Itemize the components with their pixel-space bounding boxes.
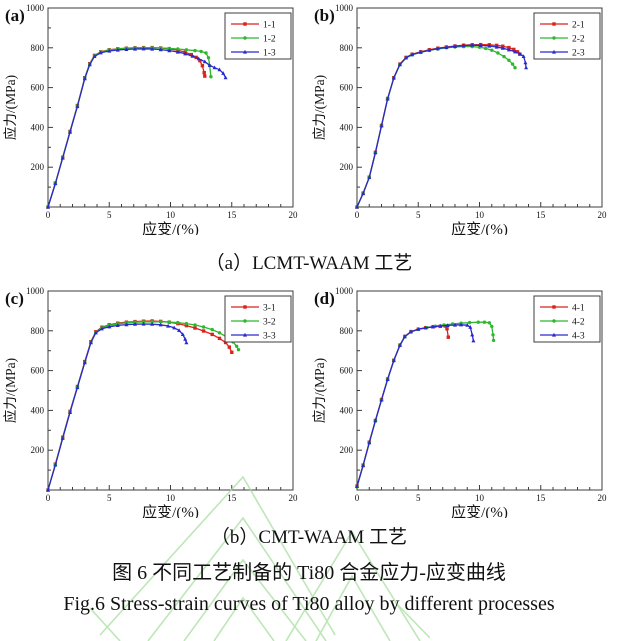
svg-text:1-3: 1-3	[263, 49, 276, 59]
svg-text:15: 15	[227, 493, 237, 503]
svg-text:1000: 1000	[26, 286, 45, 296]
caption-process-a: （a）LCMT-WAAM 工艺	[205, 253, 413, 274]
figure-caption-english: Fig.6 Stress-strain curves of Ti80 alloy…	[63, 593, 555, 615]
svg-text:1000: 1000	[335, 286, 354, 296]
svg-text:0: 0	[355, 493, 360, 503]
stress-strain-chart-d: 0 5 10 15 20 200 400 600 800 1000 应变/(%) 应力/(MPa) (d…	[309, 283, 618, 518]
svg-text:应力/(MPa): 应力/(MPa)	[311, 75, 327, 140]
svg-text:0: 0	[355, 210, 360, 220]
svg-text:应变/(%): 应变/(%)	[451, 220, 508, 235]
svg-text:(b): (b)	[314, 6, 335, 25]
stress-strain-chart-b: 0 5 10 15 20 200 400 600 800 1000 应变/(%) 应力/(MPa) (b…	[309, 0, 618, 235]
svg-text:1-2: 1-2	[263, 35, 276, 45]
svg-text:应变/(%): 应变/(%)	[142, 503, 199, 518]
svg-text:200: 200	[31, 162, 45, 172]
svg-text:10: 10	[166, 493, 176, 503]
svg-text:5: 5	[416, 210, 421, 220]
svg-text:1000: 1000	[26, 3, 45, 13]
svg-text:4-3: 4-3	[572, 332, 585, 342]
svg-text:10: 10	[475, 210, 485, 220]
svg-text:0: 0	[46, 210, 51, 220]
svg-text:2-3: 2-3	[572, 49, 585, 59]
svg-text:5: 5	[107, 493, 112, 503]
svg-text:800: 800	[31, 326, 45, 336]
svg-text:2-2: 2-2	[572, 35, 585, 45]
svg-text:15: 15	[536, 210, 546, 220]
svg-text:600: 600	[340, 366, 354, 376]
svg-text:600: 600	[31, 366, 45, 376]
svg-text:应力/(MPa): 应力/(MPa)	[2, 75, 18, 140]
svg-text:200: 200	[340, 162, 354, 172]
svg-text:5: 5	[107, 210, 112, 220]
svg-text:400: 400	[340, 405, 354, 415]
svg-text:(d): (d)	[314, 289, 335, 308]
chart-panel-b: 0 5 10 15 20 200 400 600 800 1000 应变/(%) 应力/(MPa) (b…	[309, 0, 618, 235]
stress-strain-chart-c: 0 5 10 15 20 200 400 600 800 1000 应变/(%) 应力/(MPa) (c…	[0, 283, 309, 518]
figure-caption-chinese: 图 6 不同工艺制备的 Ti80 合金应力-应变曲线	[112, 562, 506, 584]
svg-text:200: 200	[340, 445, 354, 455]
svg-text:应力/(MPa): 应力/(MPa)	[311, 358, 327, 423]
svg-text:4-2: 4-2	[572, 318, 585, 328]
svg-text:4-1: 4-1	[572, 304, 585, 314]
svg-text:1000: 1000	[335, 3, 354, 13]
svg-text:0: 0	[46, 493, 51, 503]
svg-text:3-3: 3-3	[263, 332, 276, 342]
svg-text:应力/(MPa): 应力/(MPa)	[2, 358, 18, 423]
svg-text:20: 20	[598, 210, 608, 220]
svg-text:20: 20	[598, 493, 608, 503]
chart-panel-a: 0 5 10 15 20 200 400 600 800 1000 应变/(%) 应力/(MPa) (a…	[0, 0, 309, 235]
svg-text:(a): (a)	[5, 6, 25, 25]
chart-panel-d: 0 5 10 15 20 200 400 600 800 1000 应变/(%) 应力/(MPa) (d…	[309, 283, 618, 518]
svg-text:10: 10	[166, 210, 176, 220]
svg-text:600: 600	[31, 83, 45, 93]
svg-text:400: 400	[340, 122, 354, 132]
svg-text:15: 15	[536, 493, 546, 503]
svg-text:400: 400	[31, 122, 45, 132]
stress-strain-chart-a: 0 5 10 15 20 200 400 600 800 1000 应变/(%) 应力/(MPa) (a…	[0, 0, 309, 235]
svg-text:600: 600	[340, 83, 354, 93]
svg-text:应变/(%): 应变/(%)	[142, 220, 199, 235]
svg-text:5: 5	[416, 493, 421, 503]
caption-process-b: （b）CMT-WAAM 工艺	[210, 527, 408, 548]
svg-text:1-1: 1-1	[263, 21, 276, 31]
svg-text:应变/(%): 应变/(%)	[451, 503, 508, 518]
svg-text:10: 10	[475, 493, 485, 503]
svg-text:3-1: 3-1	[263, 304, 276, 314]
svg-text:(c): (c)	[5, 289, 24, 308]
svg-text:2-1: 2-1	[572, 21, 585, 31]
svg-text:800: 800	[31, 43, 45, 53]
svg-text:20: 20	[289, 493, 299, 503]
svg-text:800: 800	[340, 326, 354, 336]
svg-text:800: 800	[340, 43, 354, 53]
chart-panel-c: 0 5 10 15 20 200 400 600 800 1000 应变/(%) 应力/(MPa) (c…	[0, 283, 309, 518]
svg-text:20: 20	[289, 210, 299, 220]
svg-text:200: 200	[31, 445, 45, 455]
svg-text:15: 15	[227, 210, 237, 220]
svg-text:400: 400	[31, 405, 45, 415]
svg-text:3-2: 3-2	[263, 318, 276, 328]
